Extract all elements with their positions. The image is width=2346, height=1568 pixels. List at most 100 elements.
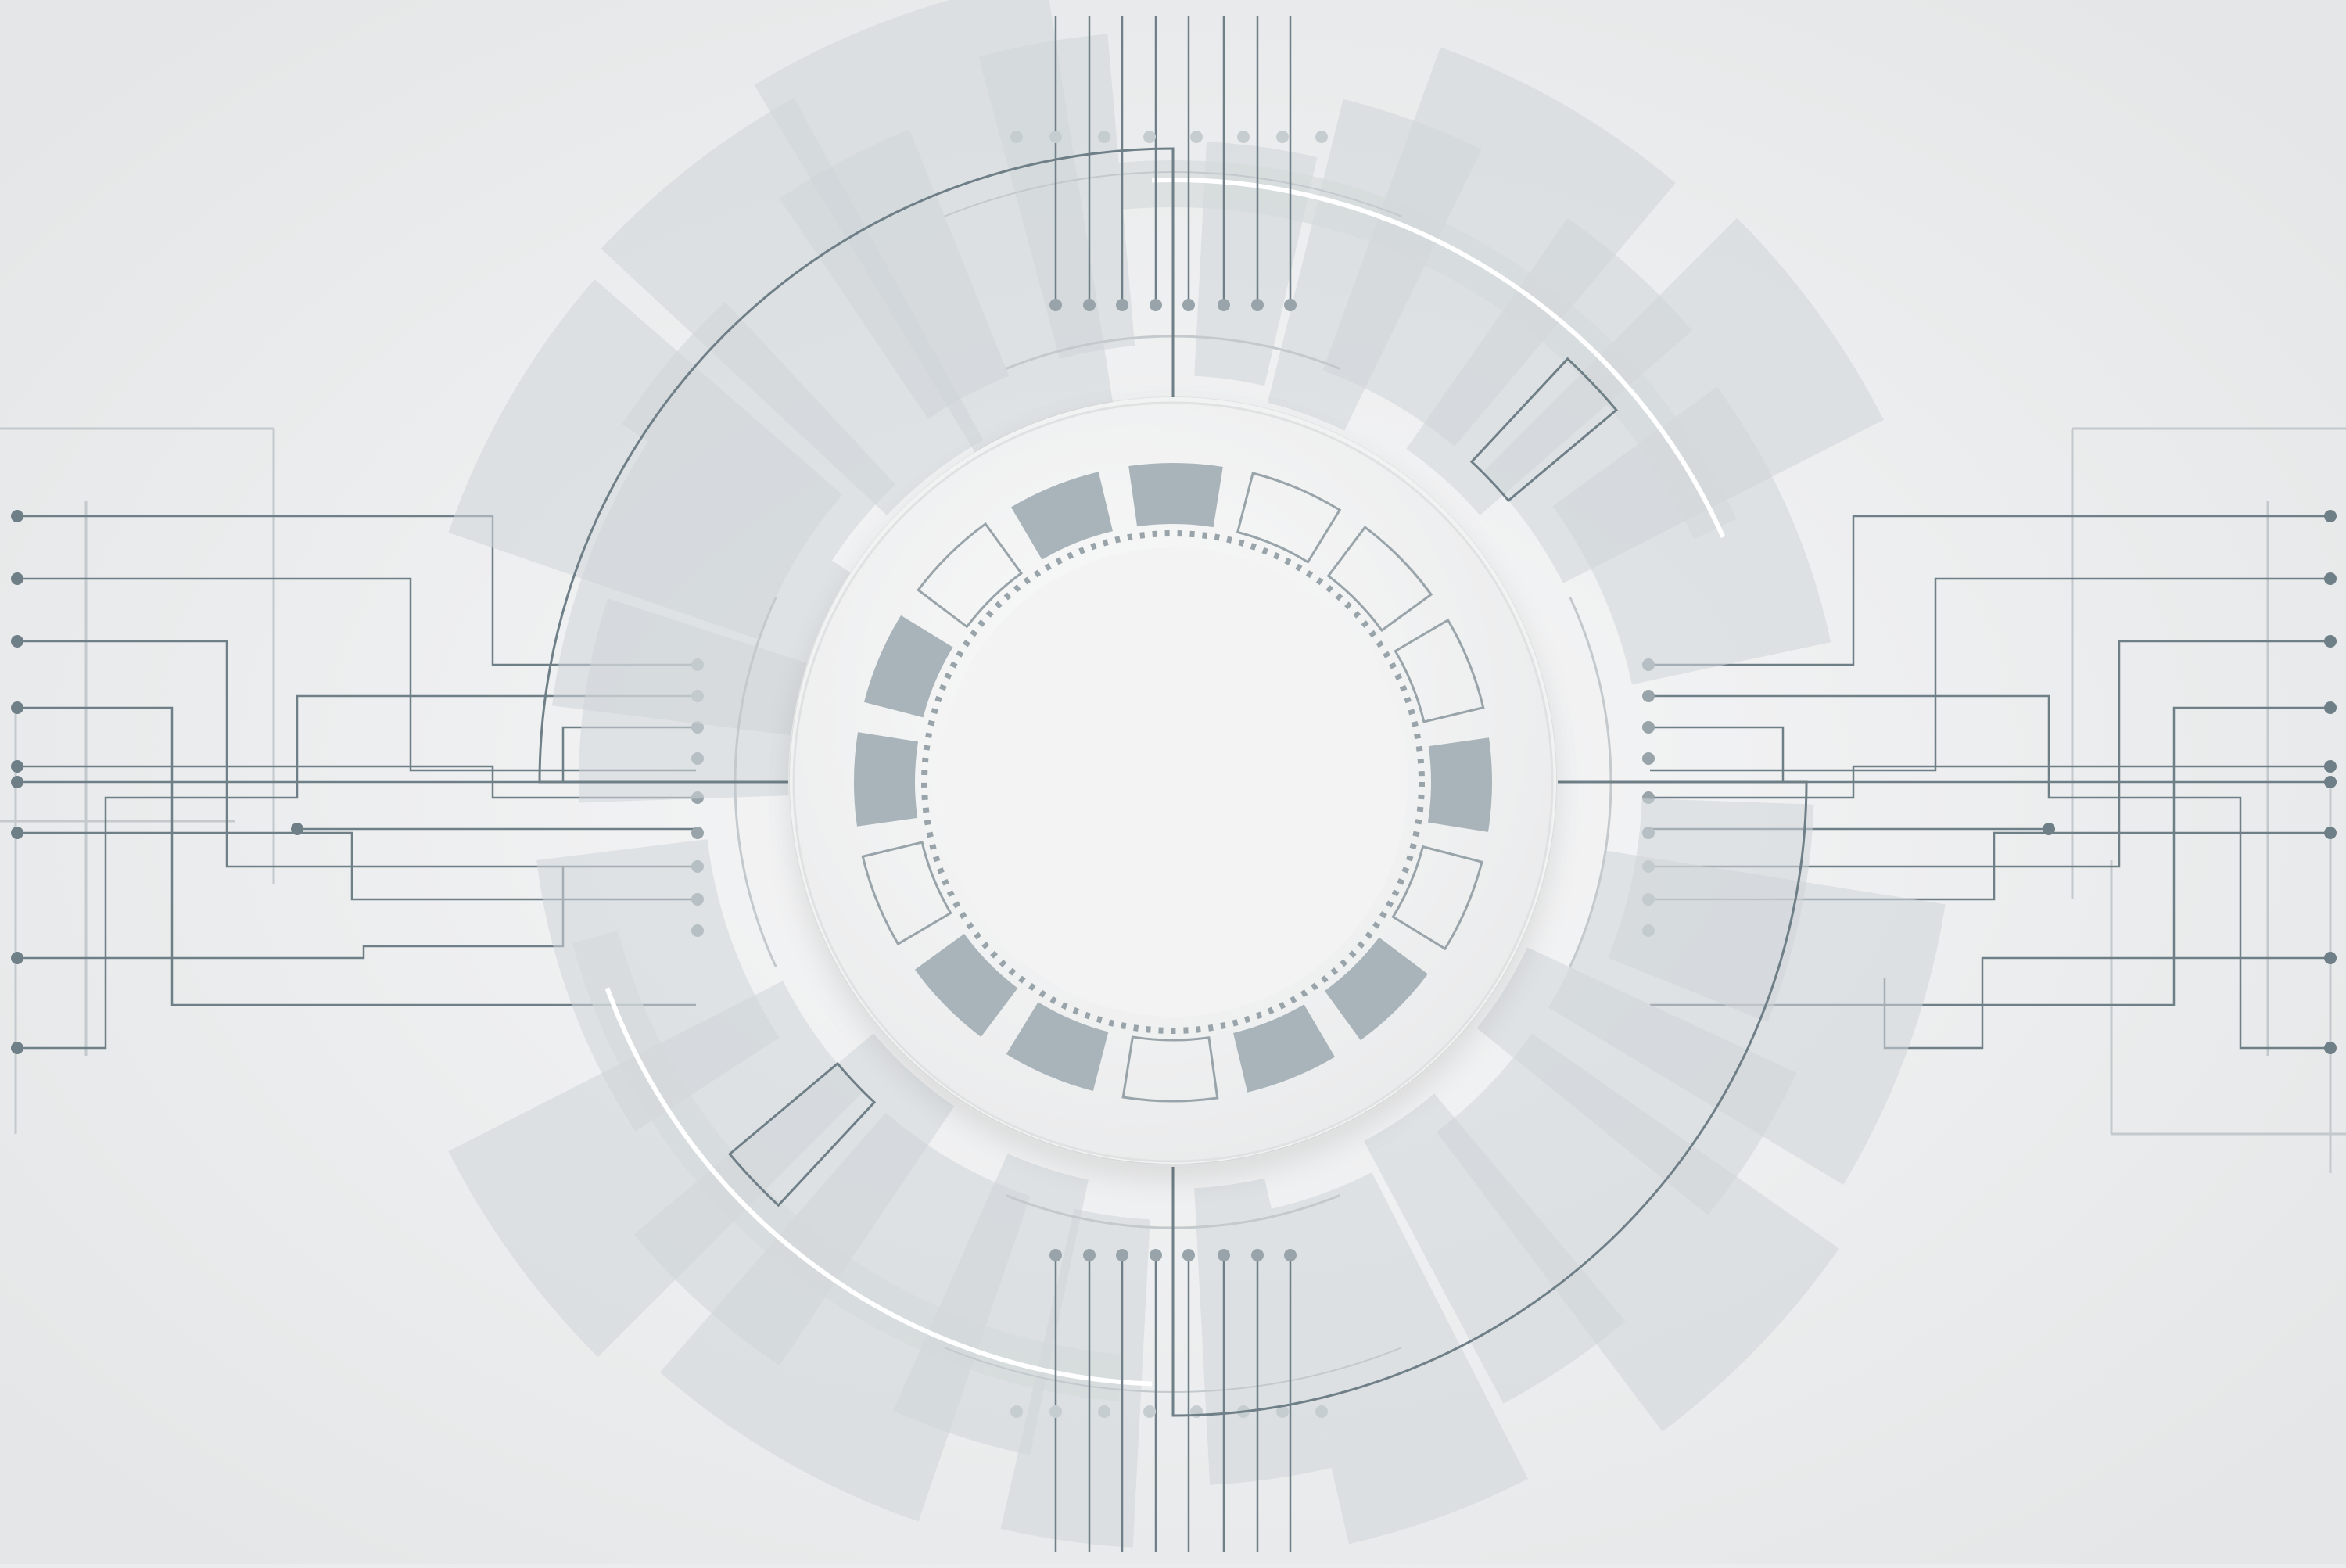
connector-dot <box>1251 299 1264 311</box>
hub-segment-outline <box>1121 1035 1219 1103</box>
small-slot-outline <box>728 1061 877 1207</box>
trace-endpoint-dot <box>2324 572 2337 585</box>
circuit-trace <box>17 640 696 868</box>
hub-segment-outline <box>1394 618 1485 723</box>
trace-endpoint-dot <box>2324 510 2337 522</box>
circuit-trace <box>1650 577 2330 772</box>
radial-ray <box>1406 218 1693 515</box>
connector-dot <box>1182 299 1195 311</box>
hub-segment-filled <box>1128 463 1223 528</box>
radial-ray <box>1552 386 1831 685</box>
trace-endpoint-dot <box>2324 827 2337 839</box>
circuit-trace <box>1650 515 2330 666</box>
connector-dot <box>1049 1249 1062 1261</box>
hub-segment-filled <box>863 615 953 718</box>
outer-highlight-arc <box>1152 178 1726 539</box>
circuit-trace <box>17 831 696 901</box>
circuit-trace <box>1650 694 2330 1050</box>
faint-dot <box>1010 1405 1023 1418</box>
hub-inner-disc <box>938 547 1408 1017</box>
hub-segment-filled <box>914 933 1018 1037</box>
connector-dot <box>1150 299 1162 311</box>
connector-dot <box>1049 299 1062 311</box>
hub-segment-filled <box>1324 937 1428 1041</box>
faint-grid-lines <box>0 427 2346 1173</box>
trace-endpoint-dot <box>11 1042 23 1054</box>
connector-dot <box>1150 1249 1162 1261</box>
faint-dot <box>1143 131 1156 143</box>
faint-dot <box>1049 131 1062 143</box>
radial-ray <box>448 981 864 1358</box>
connector-dot <box>1116 1249 1128 1261</box>
connector-dot <box>1218 1249 1230 1261</box>
radial-ray <box>1437 1033 1839 1432</box>
circuit-trace <box>17 694 696 1050</box>
connector-dot <box>1116 299 1128 311</box>
trace-endpoint-dot <box>11 510 23 522</box>
trace-endpoint-dot <box>11 701 23 714</box>
trace-endpoint-dot <box>2324 760 2337 773</box>
trace-endpoint-dot <box>2324 635 2337 648</box>
circuit-trace <box>17 706 696 1006</box>
trace-endpoint-dot <box>2043 823 2055 835</box>
connector-dot <box>1284 299 1297 311</box>
trace-endpoint-dot <box>11 572 23 585</box>
faint-dot <box>1276 131 1289 143</box>
radial-ray <box>978 34 1135 360</box>
outer-highlight-arc <box>604 987 1153 1387</box>
hub-segment-filled <box>1006 1002 1109 1092</box>
faint-dot <box>1143 1405 1156 1418</box>
faint-dot <box>1276 1405 1289 1418</box>
vertical-connectors-group <box>1010 16 1328 1552</box>
hub-segment-outline <box>1326 526 1433 633</box>
radial-ray <box>1271 1172 1528 1545</box>
faint-dot <box>1010 131 1023 143</box>
central-hub-group <box>788 397 1558 1167</box>
hub-segment-outline <box>861 841 952 946</box>
faint-dot <box>1098 1405 1110 1418</box>
connector-dot <box>1083 1249 1096 1261</box>
hub-segment-outline <box>1236 472 1342 564</box>
faint-dot <box>1190 131 1203 143</box>
radial-ray <box>601 98 984 516</box>
trace-endpoint-dot <box>2324 701 2337 714</box>
hub-segment-filled <box>1233 1004 1336 1093</box>
trace-endpoint-dot <box>11 776 23 788</box>
radial-ray <box>633 1033 955 1366</box>
trace-endpoint-dot <box>2324 776 2337 788</box>
faint-dot <box>1237 131 1250 143</box>
connector-dot <box>1251 1249 1264 1261</box>
connector-dot <box>1642 752 1655 765</box>
trace-endpoint-dot <box>2324 1042 2337 1054</box>
radial-ray <box>1267 99 1482 431</box>
faint-dot <box>1315 131 1328 143</box>
outer-band-arc <box>1118 160 1737 540</box>
connector-dot <box>691 827 704 839</box>
trace-endpoint-dot <box>11 827 23 839</box>
faint-dot <box>1049 1405 1062 1418</box>
outer-band-arc <box>572 931 1123 1401</box>
dotted-ring <box>921 530 1425 1034</box>
trace-endpoint-dot <box>11 635 23 648</box>
connector-dot <box>1642 721 1655 734</box>
small-slot-outline <box>1469 357 1618 503</box>
trace-endpoint-dot <box>11 760 23 773</box>
connector-dot <box>1642 690 1655 702</box>
faint-dot <box>1098 131 1110 143</box>
hub-segment-filled <box>1427 737 1492 832</box>
radial-ray <box>536 839 780 1132</box>
connector-dot <box>1083 299 1096 311</box>
radial-rays-group <box>448 0 1946 1548</box>
connector-dot <box>1218 299 1230 311</box>
radial-ray <box>1476 947 1797 1215</box>
hub-segment-filled <box>854 732 919 827</box>
circuit-trace <box>1650 640 2330 868</box>
trace-endpoint-dot <box>2324 952 2337 964</box>
radial-ray <box>1608 798 1814 1023</box>
radial-ray <box>622 301 896 561</box>
trace-endpoint-dot <box>11 952 23 964</box>
connector-dot <box>1182 1249 1195 1261</box>
hub-segment-filled <box>1010 472 1113 560</box>
